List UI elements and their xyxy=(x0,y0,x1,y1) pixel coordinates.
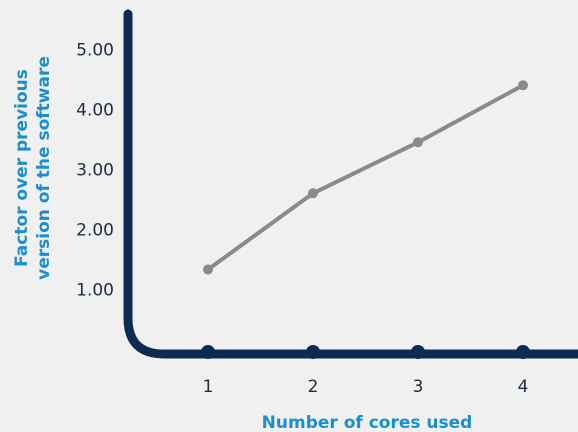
data-point xyxy=(518,80,528,91)
x-axis-markers xyxy=(201,345,530,359)
y-tick-label: 2.00 xyxy=(76,221,114,241)
data-point xyxy=(413,137,423,148)
y-tick-labels: 1.00 2.00 3.00 4.00 5.00 xyxy=(76,41,114,301)
x-axis-marker xyxy=(306,345,320,359)
y-axis-title-line-2: version of the software xyxy=(34,56,54,280)
x-tick-label: 2 xyxy=(308,377,319,397)
y-axis-title: Factor over previous version of the soft… xyxy=(12,56,54,280)
x-axis-marker xyxy=(201,345,215,359)
y-tick-label: 3.00 xyxy=(76,161,114,181)
y-tick-label: 5.00 xyxy=(76,41,114,61)
y-axis-title-line-1: Factor over previous xyxy=(12,69,32,267)
y-tick-label: 1.00 xyxy=(76,281,114,301)
x-tick-label: 1 xyxy=(203,377,214,397)
series-line xyxy=(206,83,525,272)
data-point xyxy=(308,188,318,199)
x-axis-marker xyxy=(516,345,530,359)
x-tick-labels: 1 2 3 4 xyxy=(203,377,529,397)
x-tick-label: 4 xyxy=(518,377,529,397)
y-tick-label: 4.00 xyxy=(76,101,114,121)
x-tick-label: 3 xyxy=(413,377,424,397)
axes-line xyxy=(123,9,578,359)
data-point xyxy=(203,264,213,275)
x-axis-title: Number of cores used xyxy=(262,413,473,432)
series-points xyxy=(203,80,528,275)
x-axis-marker xyxy=(411,345,425,359)
